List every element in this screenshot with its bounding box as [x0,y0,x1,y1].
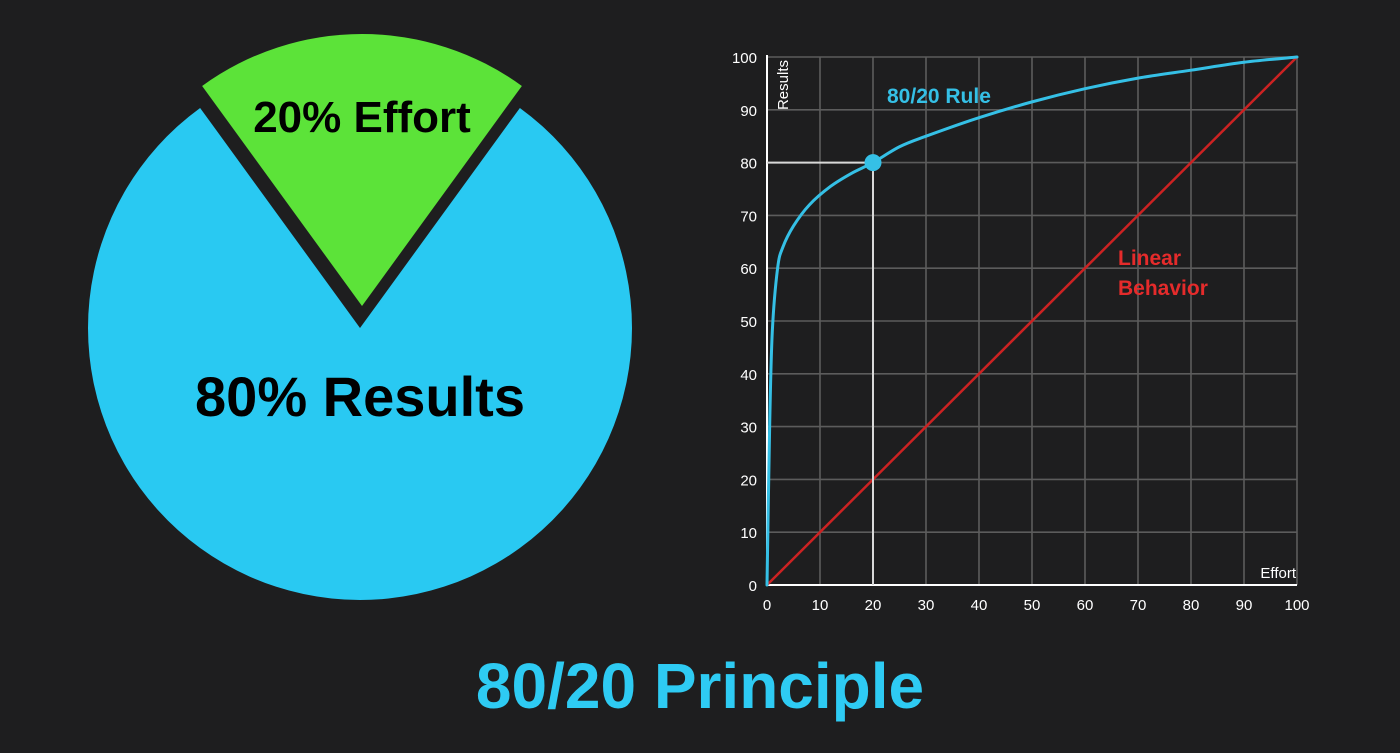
y-tick-label: 30 [740,420,757,437]
page-title: 80/20 Principle [475,650,925,722]
x-tick-label: 20 [865,597,882,614]
pie-chart: 80% Results 20% Effort [87,34,632,601]
y-tick-label: 60 [740,261,757,278]
x-tick-label: 80 [1183,597,1200,614]
x-tick-label: 0 [763,597,771,614]
series-label-linear-line2: Behavior [1118,277,1208,300]
x-tick-label: 50 [1024,597,1041,614]
y-tick-label: 80 [740,156,757,173]
y-tick-label: 20 [740,472,757,489]
x-axis-label: Effort [1260,565,1296,582]
y-tick-label: 100 [732,50,757,67]
x-tick-label: 100 [1284,597,1309,614]
x-tick-label: 60 [1077,597,1094,614]
x-tick-label: 90 [1236,597,1253,614]
x-tick-label: 10 [812,597,829,614]
y-tick-label: 70 [740,208,757,225]
x-tick-label: 70 [1130,597,1147,614]
series-label-linear-line1: Linear [1118,247,1181,270]
x-tick-label: 40 [971,597,988,614]
pie-slice-results [87,107,632,601]
series-label-rule: 80/20 Rule [887,85,991,108]
highlight-point-marker [864,154,882,172]
y-tick-label: 10 [740,525,757,542]
series [765,55,1299,587]
y-tick-label: 90 [740,103,757,120]
line-chart: 0 10 20 30 40 50 60 70 80 90 100 0 10 20 30 40 50 60 70 80 9… [732,50,1310,614]
y-tick-label: 50 [740,314,757,331]
x-tick-label: 30 [918,597,935,614]
series-line-linear-behavior [766,56,1298,586]
tick-labels: 0 10 20 30 40 50 60 70 80 90 100 0 10 20 30 40 50 60 70 80 9… [732,50,1310,614]
y-tick-label: 0 [749,578,757,595]
y-axis-label: Results [775,60,792,110]
grid [767,56,1298,585]
pie-label-results: 80% Results [195,365,525,428]
y-tick-label: 40 [740,367,757,384]
pie-slice-effort [202,34,522,306]
pie-label-effort: 20% Effort [253,93,471,142]
